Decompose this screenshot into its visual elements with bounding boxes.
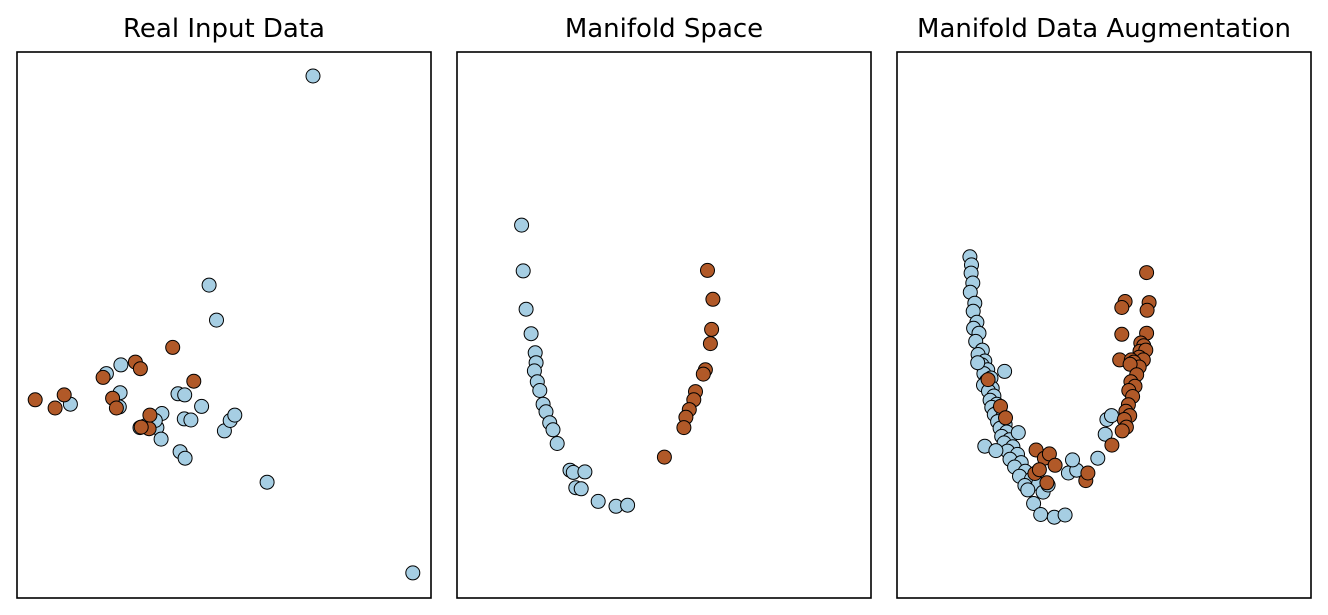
data-point-light	[524, 327, 538, 341]
data-point-dark	[109, 401, 123, 415]
data-point-dark	[57, 388, 71, 402]
data-point-light	[228, 408, 242, 422]
data-point-dark	[981, 373, 995, 387]
data-point-dark	[48, 401, 62, 415]
data-point-light	[114, 358, 128, 372]
data-point-light	[621, 498, 635, 512]
data-point-dark	[1048, 458, 1062, 472]
data-point-dark	[677, 421, 691, 435]
data-point-dark	[143, 408, 157, 422]
panel-title: Real Input Data	[123, 14, 325, 44]
data-point-light	[184, 413, 198, 427]
data-point-dark	[1105, 438, 1119, 452]
data-point-light	[971, 356, 985, 370]
panel-title: Manifold Data Augmentation	[917, 14, 1291, 44]
plot-frame	[17, 52, 431, 598]
data-point-dark	[701, 263, 715, 277]
data-point-light	[260, 475, 274, 489]
data-point-dark	[1115, 301, 1129, 315]
data-point-light	[519, 302, 533, 316]
data-point-light	[550, 437, 564, 451]
data-point-dark	[696, 367, 710, 381]
data-point-dark	[1140, 303, 1154, 317]
data-point-dark	[1140, 266, 1154, 280]
data-point-dark	[187, 374, 201, 388]
data-point-light	[210, 313, 224, 327]
data-point-light	[178, 451, 192, 465]
data-point-dark	[706, 292, 720, 306]
data-point-light	[1105, 409, 1119, 423]
data-point-dark	[1040, 476, 1054, 490]
data-point-light	[515, 218, 529, 232]
data-point-light	[546, 423, 560, 437]
data-point-light	[591, 494, 605, 508]
data-point-dark	[134, 420, 148, 434]
panel-manifold-data-augmentation: Manifold Data Augmentation	[897, 14, 1311, 598]
data-point-dark	[28, 393, 42, 407]
data-point-dark	[703, 337, 717, 351]
data-point-dark	[96, 370, 110, 384]
data-point-dark	[1032, 463, 1046, 477]
data-point-dark	[133, 362, 147, 376]
data-point-light	[989, 444, 1003, 458]
data-point-light	[516, 264, 530, 278]
data-point-light	[306, 69, 320, 83]
scatter-points	[963, 250, 1156, 524]
scatter-points	[515, 218, 720, 513]
data-point-light	[574, 482, 588, 496]
data-point-light	[1091, 451, 1105, 465]
data-point-light	[1034, 508, 1048, 522]
data-point-dark	[999, 411, 1013, 425]
data-point-dark	[657, 450, 671, 464]
data-point-dark	[1081, 466, 1095, 480]
panel-title: Manifold Space	[565, 14, 763, 44]
data-point-light	[178, 388, 192, 402]
data-point-light	[202, 278, 216, 292]
data-point-light	[998, 364, 1012, 378]
data-point-dark	[705, 322, 719, 336]
data-point-light	[1058, 508, 1072, 522]
data-point-dark	[1115, 424, 1129, 438]
data-point-light	[533, 384, 547, 398]
scatter-points	[28, 69, 420, 580]
data-point-light	[1066, 453, 1080, 467]
panel-manifold-space: Manifold Space	[457, 14, 871, 598]
data-point-light	[1011, 426, 1025, 440]
data-point-dark	[166, 340, 180, 354]
data-point-light	[195, 399, 209, 413]
data-point-light	[1021, 483, 1035, 497]
data-point-light	[578, 465, 592, 479]
data-point-light	[154, 432, 168, 446]
plot-frame	[897, 52, 1311, 598]
data-point-light	[406, 566, 420, 580]
panel-real-input-data: Real Input Data	[17, 14, 431, 598]
data-point-dark	[1115, 327, 1129, 341]
plot-frame	[457, 52, 871, 598]
